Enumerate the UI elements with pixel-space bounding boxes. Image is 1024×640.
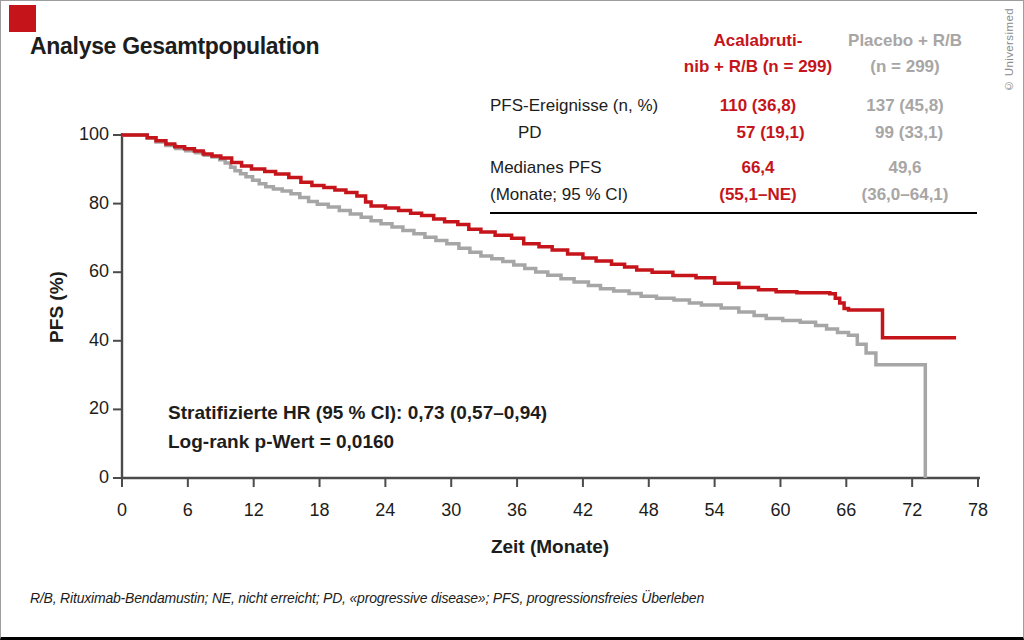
acalabrutinib-header-line2: nib + R/B (n = 299) [683, 54, 833, 80]
median-placebo-line2: (36,0–64,1) [833, 181, 977, 208]
y-tick-label: 0 [57, 467, 109, 488]
row-label-pfs-events: PFS-Ereignisse (n, %) [490, 92, 683, 119]
hr-annotation: Stratifizierte HR (95 % CI): 0,73 (0,57–… [168, 398, 547, 456]
x-axis-label: Zeit (Monate) [450, 536, 650, 558]
stratified-hr-text: Stratifizierte HR (95 % CI): 0,73 (0,57–… [168, 398, 547, 427]
y-tick-label: 20 [57, 398, 109, 419]
y-tick-label: 80 [57, 193, 109, 214]
x-tick-label: 66 [826, 500, 866, 521]
row-label-pd: PD [490, 119, 700, 146]
abbreviations-footnote: R/B, Rituximab-Bendamustin; NE, nicht er… [30, 590, 704, 606]
median-acalabrutinib-line1: 66,4 [683, 154, 833, 181]
x-tick-label: 78 [958, 500, 998, 521]
x-tick-label: 60 [760, 500, 800, 521]
column-header-acalabrutinib: Acalabruti- nib + R/B (n = 299) [683, 28, 833, 80]
row-label-median-pfs: Medianes PFS (Monate; 95 % CI) [490, 154, 683, 208]
x-tick-label: 42 [563, 500, 603, 521]
pd-placebo-value: 99 (33,1) [841, 119, 977, 146]
median-acalabrutinib-line2: (55,1–NE) [683, 181, 833, 208]
pfs-events-acalabrutinib-value: 110 (36,8) [683, 92, 833, 119]
pfs-events-placebo-value: 137 (45,8) [833, 92, 977, 119]
median-placebo-line1: 49,6 [833, 154, 977, 181]
column-header-placebo: Placebo + R/B (n = 299) [833, 28, 977, 80]
acalabrutinib-header-line1: Acalabruti- [683, 28, 833, 54]
y-tick-label: 60 [57, 261, 109, 282]
median-pfs-placebo-value: 49,6 (36,0–64,1) [833, 154, 977, 208]
table-row-pfs-events: PFS-Ereignisse (n, %) 110 (36,8) 137 (45… [490, 92, 977, 119]
x-tick-label: 36 [497, 500, 537, 521]
x-tick-label: 72 [892, 500, 932, 521]
median-pfs-acalabrutinib-value: 66,4 (55,1–NE) [683, 154, 833, 208]
x-tick-label: 48 [629, 500, 669, 521]
y-tick-label: 100 [57, 124, 109, 145]
stats-table: Acalabruti- nib + R/B (n = 299) Placebo … [490, 28, 977, 214]
median-pfs-label-line1: Medianes PFS [490, 154, 683, 181]
table-row-pd: PD 57 (19,1) 99 (33,1) [490, 119, 977, 146]
x-tick-label: 0 [102, 500, 142, 521]
x-tick-label: 24 [365, 500, 405, 521]
pd-acalabrutinib-value: 57 (19,1) [700, 119, 841, 146]
placebo-header-line2: (n = 299) [833, 54, 977, 80]
x-tick-label: 30 [431, 500, 471, 521]
logrank-pvalue-text: Log-rank p-Wert = 0,0160 [168, 427, 547, 456]
stats-table-header-row: Acalabruti- nib + R/B (n = 299) Placebo … [490, 28, 977, 80]
x-tick-label: 6 [168, 500, 208, 521]
x-tick-label: 18 [300, 500, 340, 521]
x-tick-label: 54 [695, 500, 735, 521]
median-pfs-label-line2: (Monate; 95 % CI) [490, 181, 683, 208]
placebo-header-line1: Placebo + R/B [833, 28, 977, 54]
x-tick-label: 12 [234, 500, 274, 521]
stats-header-spacer [490, 28, 683, 80]
y-tick-label: 40 [57, 330, 109, 351]
table-row-median-pfs: Medianes PFS (Monate; 95 % CI) 66,4 (55,… [490, 154, 977, 208]
